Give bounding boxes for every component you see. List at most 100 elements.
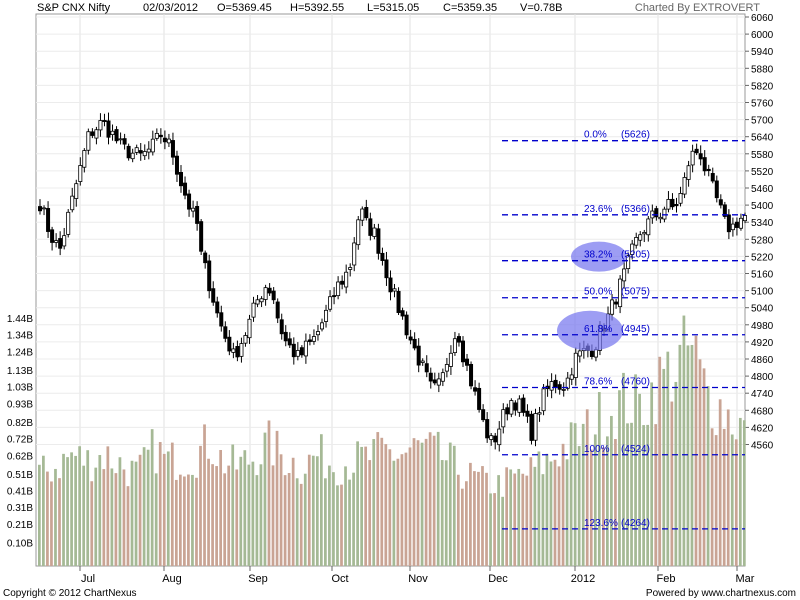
candle-body [448,352,453,367]
candle-body [315,331,320,336]
candle-body [247,318,252,339]
volume-bar [283,475,287,566]
volume-bar [110,468,114,566]
candle-body [191,207,196,212]
volume-bar [279,454,283,566]
volume-bar [726,409,730,566]
candle-body [686,165,691,180]
candle-body [473,387,478,392]
volume-bar [517,468,521,566]
volume-bar [742,420,746,566]
candle-body [58,238,63,249]
candle-body [702,157,707,172]
volume-bar [650,382,654,566]
volume-bar [686,345,690,566]
volume-bar [344,466,347,566]
candle-body [223,326,228,339]
fib-level-value: (4264) [621,518,650,529]
price-tick-label: 4560 [751,441,774,452]
price-tick-label: 5880 [751,64,774,75]
price-tick-label: 5640 [751,133,774,144]
candle-body [54,240,59,243]
volume-bar [404,452,408,566]
candle-body [654,208,659,218]
candle-body [722,204,727,217]
candle-body [565,377,570,389]
volume-bar [722,428,726,566]
candle-body [412,338,417,349]
candle-body [328,296,333,310]
candle-body [714,180,719,199]
candle-body [307,339,312,342]
candle-body [255,299,260,305]
low-value: L=5315.05 [367,2,420,14]
volume-bar [388,449,392,566]
volume-bar [195,477,198,566]
price-tick-label: 4740 [751,389,774,400]
candle-body [678,193,683,204]
volume-bar [400,454,404,566]
candle-body [577,350,582,357]
candle-body [207,260,212,292]
candle-body [392,288,397,292]
volume-bar [263,432,267,566]
candle-body [243,335,248,344]
fib-level-label: 61.8% [584,324,612,335]
candle-body [420,360,425,363]
volume-bar [348,479,351,566]
candle-body [610,299,615,315]
volume-bar [158,442,162,566]
candle-body [501,409,506,428]
volume-bar [497,475,500,566]
volume-value: V=0.78B [520,2,563,14]
volume-bar [585,409,589,566]
volume-bar [646,424,650,566]
fib-level-value: (4524) [621,444,650,455]
candle-body [158,134,163,138]
volume-bar [291,457,295,566]
candle-body [726,214,731,233]
candle-body [537,412,542,415]
volume-bar [396,458,400,566]
volume-bar [569,422,573,566]
chart-credit: Charted By EXTROVERT [634,2,760,14]
candle-body [505,407,510,415]
volume-bar [706,386,710,566]
fib-level-value: (5366) [621,204,650,215]
volume-bar [630,422,633,566]
candle-body [126,145,131,159]
candle-body [199,221,204,252]
candle-body [456,336,461,343]
volume-bar [440,460,444,566]
candle-body [706,168,711,172]
candle-body [372,227,377,237]
candle-body [730,223,735,231]
fib-level-label: 23.6% [584,204,612,215]
volume-bar [670,401,674,566]
candle-body [62,235,67,247]
candle-body [396,290,401,313]
candle-body [626,255,631,270]
candle-body [150,138,155,153]
candle-body [142,151,147,157]
volume-bar [58,478,61,566]
candle-body [78,165,83,182]
candle-body [227,336,232,352]
price-tick-label: 5220 [751,252,774,263]
volume-bar [235,469,239,566]
volume-bar [70,452,73,566]
candle-body [324,309,329,322]
candle-body [187,193,192,210]
candle-body [291,343,296,358]
price-tick-label: 5100 [751,287,774,298]
candle-body [569,374,574,380]
candle-body [134,147,139,153]
candle-body [618,278,623,308]
volume-bar [303,473,307,566]
volume-bar [622,372,625,566]
volume-bar [170,442,174,566]
candle-body [630,243,635,255]
volume-bar [493,493,496,566]
volume-bar [694,335,698,566]
volume-bar [456,474,460,566]
